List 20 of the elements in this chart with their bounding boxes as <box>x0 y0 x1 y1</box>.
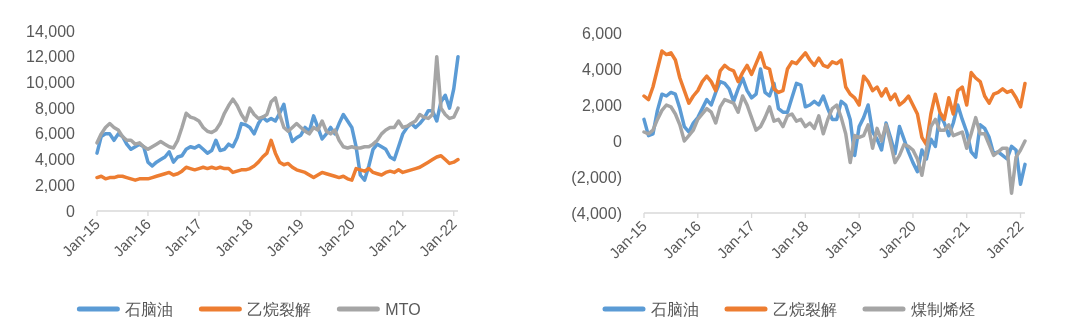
y-tick-label: 4,000 <box>34 151 76 169</box>
y-tick-label: (4,000) <box>571 204 622 222</box>
legend-label: 乙烷裂解 <box>773 301 837 318</box>
y-tick-label: 6,000 <box>34 125 76 143</box>
y-tick-label: 6,000 <box>581 24 623 42</box>
legend-label: 煤制烯烃 <box>911 301 975 318</box>
y-tick-label: 12,000 <box>26 48 76 66</box>
y-tick-label: 2,000 <box>34 176 76 194</box>
y-tick-label: 2,000 <box>581 96 623 114</box>
legend-label: 石脑油 <box>125 301 174 318</box>
y-tick-label: 0 <box>613 132 623 150</box>
y-tick-label: 0 <box>66 202 76 220</box>
y-tick-label: 10,000 <box>26 73 76 91</box>
legend-label: 石脑油 <box>651 301 699 318</box>
y-tick-label: (2,000) <box>571 168 622 186</box>
legend-label: MTO <box>385 301 421 318</box>
y-tick-label: 4,000 <box>581 60 623 78</box>
y-tick-label: 14,000 <box>26 22 76 40</box>
legend-label: 乙烷裂解 <box>247 301 312 318</box>
y-tick-label: 8,000 <box>34 99 76 117</box>
